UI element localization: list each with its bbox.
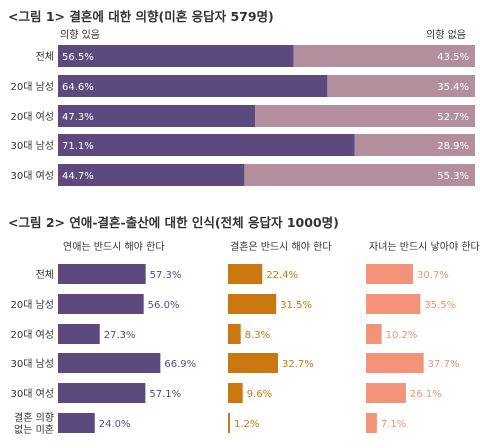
chart2-bar-series-2	[228, 264, 263, 284]
chart2-bar-series-1	[58, 294, 144, 314]
chart2-data-label-series-1: 57.1%	[149, 389, 181, 400]
chart1-data-label-no: 35.4%	[437, 82, 469, 93]
chart2-bar-series-3	[366, 264, 413, 284]
chart1-data-label-yes: 47.3%	[62, 112, 94, 123]
chart1-category-label: 전체	[36, 51, 54, 63]
chart2-data-label-series-3: 30.7%	[417, 270, 449, 281]
chart2-bar-series-3	[366, 353, 424, 373]
chart2-data-label-series-2: 1.2%	[234, 419, 259, 430]
chart2-data-label-series-3: 37.7%	[428, 359, 460, 370]
chart1-category-label: 30대 여성	[10, 170, 54, 182]
chart1-bar-no	[244, 164, 475, 186]
chart1-title: <그림 1> 결혼에 대한 의향(미혼 응답자 579명)	[8, 9, 274, 24]
chart1-bar-yes	[58, 164, 245, 186]
chart2-category-label: 전체	[36, 269, 54, 281]
chart2-data-label-series-2: 31.5%	[280, 300, 312, 311]
chart2-category-label-line1: 결혼 의향	[14, 411, 54, 424]
chart2-bar-series-2	[228, 353, 279, 373]
chart2-bar-series-2	[228, 413, 230, 433]
chart2-data-label-series-2: 22.4%	[266, 270, 298, 281]
chart1-data-label-yes: 64.6%	[62, 82, 94, 93]
chart2-category-label-line2: 없는 미혼	[14, 423, 54, 436]
chart1-bar-no	[293, 45, 475, 67]
chart1-data-label-no: 55.3%	[437, 171, 469, 182]
chart2-bar-series-3	[366, 383, 406, 403]
chart2-data-label-series-3: 10.2%	[386, 330, 418, 341]
chart2-data-label-series-2: 8.3%	[245, 330, 270, 341]
chart2-data-label-series-3: 7.1%	[381, 419, 406, 430]
chart2-data-label-series-1: 66.9%	[164, 359, 196, 370]
chart1-category-label: 30대 남성	[10, 140, 54, 152]
chart2-bar-series-1	[58, 353, 161, 373]
chart2-bar-series-3	[366, 413, 377, 433]
chart2-data-label-series-1: 24.0%	[99, 419, 131, 430]
chart2-bar-series-3	[366, 324, 382, 344]
chart2-data-label-series-3: 35.5%	[424, 300, 456, 311]
chart2-bar-series-2	[228, 383, 243, 403]
chart1-data-label-yes: 44.7%	[62, 171, 94, 182]
chart1-bar-yes	[58, 45, 294, 67]
chart2-title: <그림 2> 연애-결혼-출산에 대한 인식(전체 응답자 1000명)	[8, 215, 339, 230]
chart2-category-label: 20대 남성	[10, 299, 54, 311]
chart2-data-label-series-3: 26.1%	[410, 389, 442, 400]
chart1-data-label-no: 52.7%	[437, 112, 469, 123]
chart1-bar-no	[255, 105, 475, 127]
chart1-bar-no	[327, 75, 475, 97]
chart1-data-label-yes: 71.1%	[62, 141, 94, 152]
chart2-bar-series-1	[58, 324, 100, 344]
chart1-data-label-no: 43.5%	[437, 52, 469, 63]
chart1-category-label: 20대 남성	[10, 81, 54, 93]
chart1-data-label-no: 28.9%	[437, 141, 469, 152]
chart2-bar-series-2	[228, 324, 241, 344]
chart1-bar-no	[354, 134, 475, 156]
chart1-category-label: 20대 여성	[10, 111, 54, 123]
chart2-category-label: 20대 여성	[10, 329, 54, 341]
chart1-bar-yes	[58, 105, 256, 127]
chart2-bar-series-1	[58, 413, 95, 433]
chart2-category-label: 30대 여성	[10, 388, 54, 400]
chart2-data-label-series-1: 27.3%	[104, 330, 136, 341]
chart2-group-header-1: 연애는 반드시 해야 한다	[63, 240, 165, 253]
chart2-data-label-series-2: 9.6%	[247, 389, 272, 400]
chart2-bar-series-3	[366, 294, 421, 314]
chart2-data-label-series-1: 57.3%	[150, 270, 182, 281]
chart1-data-label-yes: 56.5%	[62, 52, 94, 63]
chart1-legend-yes: 의향 있음	[60, 29, 100, 41]
chart1-bar-yes	[58, 75, 328, 97]
chart2-group-header-2: 결혼은 반드시 해야 한다	[230, 240, 332, 253]
chart2-bar-series-2	[228, 294, 277, 314]
chart1-legend-no: 의향 없음	[426, 28, 466, 41]
chart2-data-label-series-2: 32.7%	[282, 359, 314, 370]
chart1-bar-yes	[58, 134, 355, 156]
chart2-group-header-3: 자녀는 반드시 낳아야 한다	[369, 241, 480, 253]
chart2-bar-series-1	[58, 264, 146, 284]
chart2-category-label: 30대 남성	[10, 358, 54, 370]
chart2-data-label-series-1: 56.0%	[148, 300, 180, 311]
chart2-bar-series-1	[58, 383, 146, 403]
